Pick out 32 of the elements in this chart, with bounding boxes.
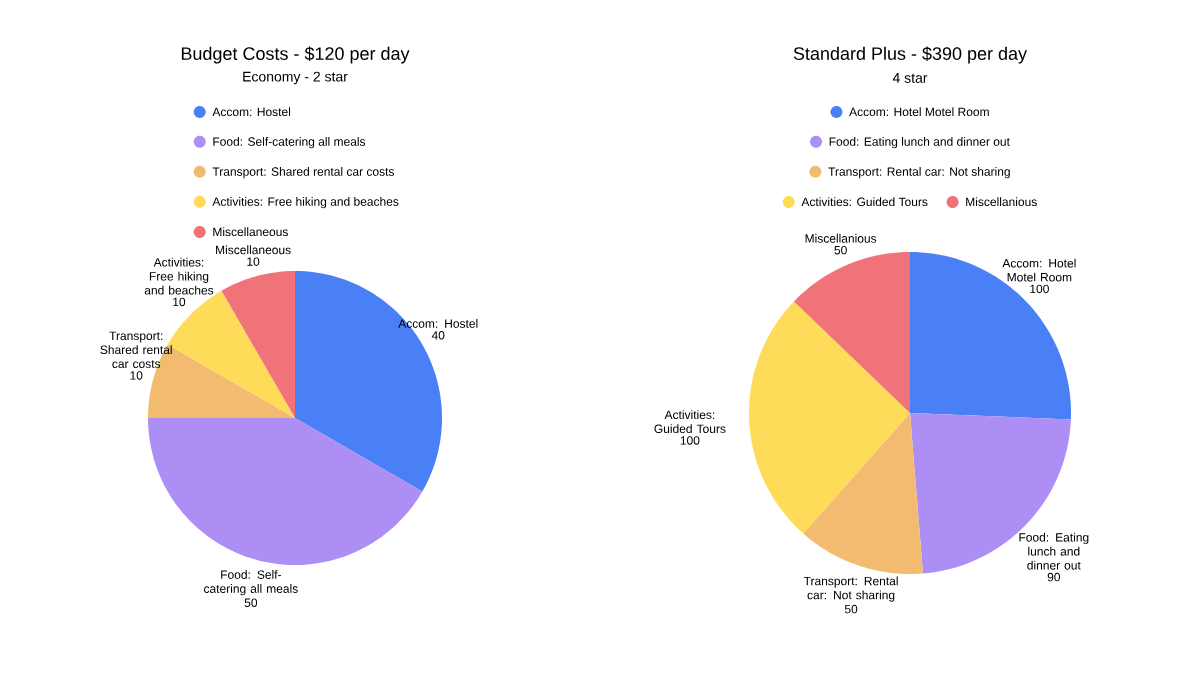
- legend-label: Activities: Free hiking and beaches: [212, 197, 399, 209]
- legend-label: Accom: Hotel Motel Room: [849, 107, 989, 117]
- legend-label: Accom: Hostel: [212, 107, 291, 117]
- data-label: 90: [1047, 572, 1061, 582]
- slice-label: Food: Self-catering all meals: [204, 570, 298, 596]
- chart-subtitle: Economy - 2 star: [243, 71, 348, 85]
- data-label: 50: [834, 245, 847, 255]
- data-label: 10: [130, 371, 143, 380]
- chart-subtitle: 4 star: [892, 73, 928, 83]
- slice-label: Miscellanious: [805, 233, 877, 243]
- legend-label: Food: Eating lunch and dinner out: [829, 137, 1010, 149]
- data-label: 100: [680, 436, 700, 445]
- legend-label: Miscellaneous: [213, 227, 288, 237]
- legend-label: Transport: Shared rental car costs: [212, 167, 394, 179]
- slice-label: Miscellaneous: [216, 245, 291, 255]
- data-label: 50: [244, 598, 258, 607]
- data-label: 10: [247, 257, 260, 266]
- slice-label: Accom: Hotel Motel Room: [1002, 258, 1076, 282]
- legend-label: Transport: Rental car: Not sharing: [828, 167, 1010, 179]
- data-label: 100: [1030, 284, 1049, 294]
- data-label: 40: [431, 331, 445, 340]
- legend-label: Miscellanious: [966, 197, 1037, 207]
- data-label: 10: [173, 297, 186, 307]
- chart-title: Standard Plus - $390 per day: [793, 46, 1028, 64]
- slice-label: Activities: Free hiking and beaches: [144, 257, 214, 295]
- data-label: 50: [844, 604, 858, 614]
- slice-label: Transport: Rental car: Not sharing: [803, 576, 898, 602]
- legend-label: Food: Self-catering all meals: [213, 137, 366, 149]
- slice-label: Activities: Guided Tours: [654, 410, 726, 434]
- slice-label: Food: Eating lunch and dinner out: [1019, 532, 1089, 570]
- chart-title: Budget Costs - $120 per day: [181, 46, 410, 64]
- legend-label: Activities: Guided Tours: [801, 197, 928, 207]
